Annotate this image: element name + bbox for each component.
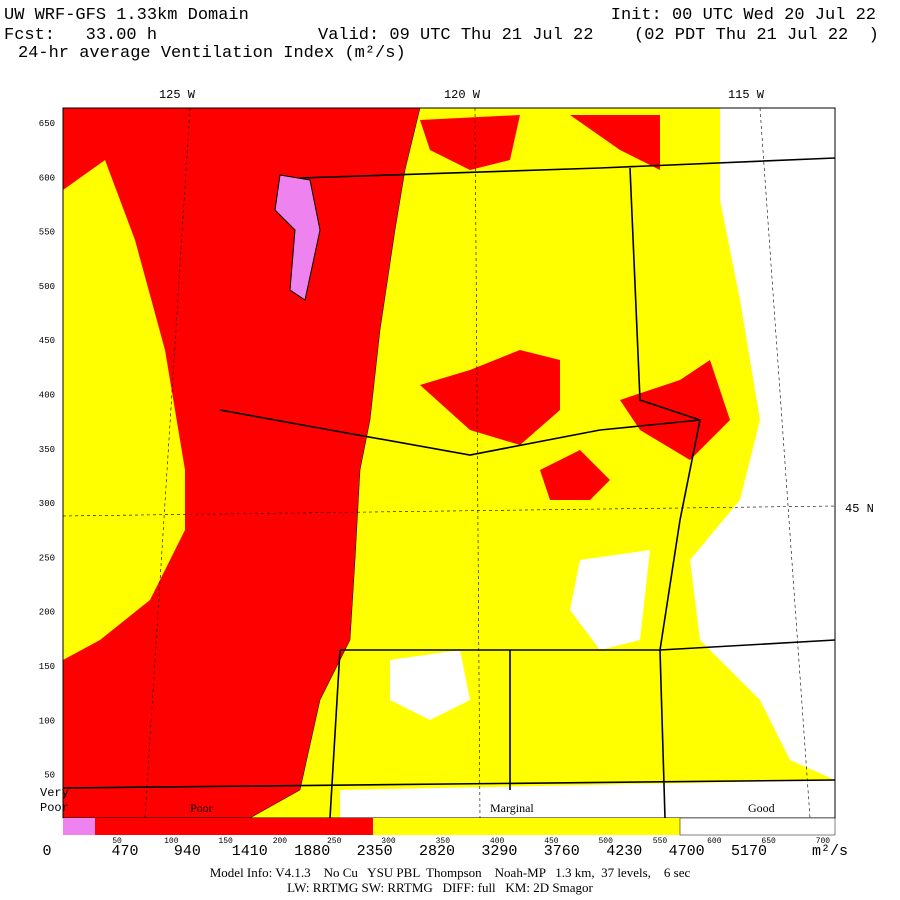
legend-level: 2820 — [419, 843, 455, 860]
x-grid-label: 400 — [490, 837, 505, 846]
x-grid-label: 650 — [761, 837, 776, 846]
swatch-poor — [95, 818, 373, 835]
x-grid-label: 150 — [218, 837, 233, 846]
y-grid-label: 50 — [44, 771, 55, 781]
x-grid-label: 200 — [273, 837, 288, 846]
state-borders — [62, 157, 836, 819]
color-bar — [63, 817, 836, 836]
legend-level: 940 — [174, 843, 201, 860]
red-blob — [540, 450, 610, 500]
x-grid-label: 100 — [164, 837, 179, 846]
x-grid-label: 600 — [707, 837, 722, 846]
footer-line1: Model Info: V4.1.3 No Cu YSU PBL Thompso… — [210, 865, 691, 880]
legend-level: 2350 — [357, 843, 393, 860]
legend-level: 4230 — [606, 843, 642, 860]
y-grid-label: 450 — [39, 336, 55, 346]
legend-level: 5170 — [731, 843, 767, 860]
x-grid-label: 450 — [544, 837, 559, 846]
red-blob — [420, 350, 560, 445]
swatch-very-poor — [63, 818, 95, 835]
y-grid-label: 500 — [39, 282, 55, 292]
legend-level: 3760 — [544, 843, 580, 860]
legend-unit: m²/s — [812, 843, 848, 860]
domain: UW WRF-GFS 1.33km Domain — [4, 6, 249, 25]
offshore-yellow — [63, 160, 185, 660]
x-grid-label: 250 — [327, 837, 342, 846]
legend-category: Marginal — [490, 801, 534, 815]
labels: 125 W 120 W 115 W45 N650600550500450400350… — [39, 88, 874, 860]
x-grid-label: 350 — [436, 837, 451, 846]
latitude-label: 45 N — [845, 502, 874, 516]
red-zone — [62, 107, 421, 819]
y-grid-label: 550 — [39, 228, 55, 238]
legend-level: 1410 — [232, 843, 268, 860]
local-time: (02 PDT Thu 21 Jul 22 ) — [634, 26, 879, 45]
forecast: Fcst: 33.00 h — [4, 26, 157, 45]
y-grid-label: 600 — [39, 173, 55, 183]
puget-sound — [274, 174, 321, 301]
x-grid-label: 550 — [653, 837, 668, 846]
y-grid-label: 300 — [39, 499, 55, 509]
legend-category: Good — [748, 801, 775, 815]
longitude-label: 115 W — [728, 88, 765, 102]
y-grid-label: 350 — [39, 445, 55, 455]
x-grid-label: 700 — [816, 837, 831, 846]
footer-line2: LW: RRTMG SW: RRTMG DIFF: full KM: 2D Sm… — [287, 880, 593, 895]
y-grid-label: 400 — [39, 391, 55, 401]
white-zone — [340, 780, 835, 818]
longitude-label: 120 W — [444, 88, 481, 102]
y-grid-label: 250 — [39, 553, 55, 563]
red-blob — [420, 115, 520, 170]
swatch-marginal — [373, 818, 680, 835]
red-blob — [570, 115, 660, 170]
legend-level: 470 — [111, 843, 138, 860]
map — [62, 107, 836, 819]
legend-category: Poor — [190, 801, 213, 815]
graticule — [62, 107, 836, 819]
legend-level: 3290 — [481, 843, 517, 860]
longitude-label: 125 W — [159, 88, 196, 102]
white-zone — [690, 108, 835, 780]
y-grid-label: 650 — [39, 119, 55, 129]
legend-level: 1880 — [294, 843, 330, 860]
white-zone — [390, 650, 470, 720]
red-blob — [620, 360, 730, 460]
valid: Valid: 09 UTC Thu 21 Jul 22 — [318, 26, 593, 45]
init: Init: 00 UTC Wed 20 Jul 22 — [611, 6, 876, 25]
x-grid-label: 50 — [112, 837, 122, 846]
x-grid-label: 500 — [598, 837, 613, 846]
title: 24-hr average Ventilation Index (m²/s) — [18, 44, 406, 63]
legend-level: 0 — [42, 843, 51, 860]
swatch-good — [679, 817, 836, 836]
legend-level: 4700 — [669, 843, 705, 860]
y-grid-label: 200 — [39, 608, 55, 618]
legend-category: Very Poor — [40, 786, 69, 815]
white-zone — [570, 550, 650, 650]
y-grid-label: 100 — [39, 716, 55, 726]
x-grid-label: 300 — [381, 837, 396, 846]
y-grid-label: 150 — [39, 662, 55, 672]
